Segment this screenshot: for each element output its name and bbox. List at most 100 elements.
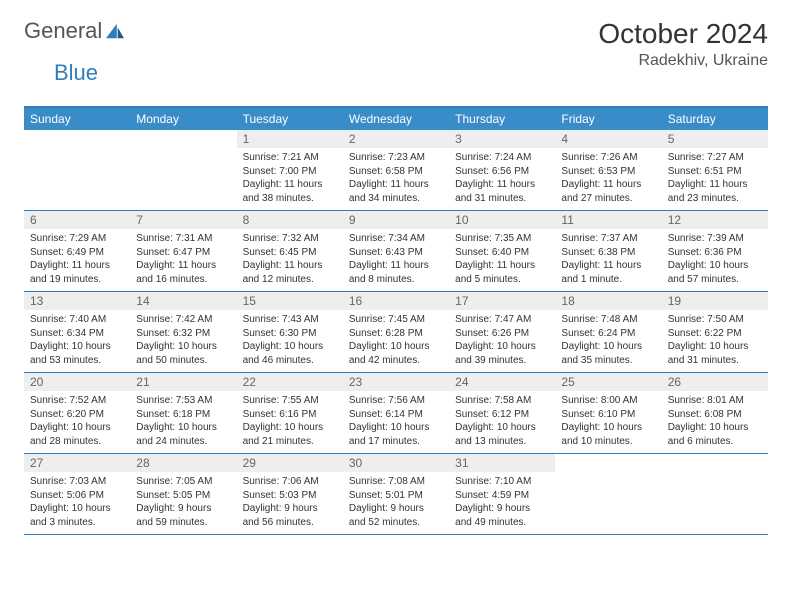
sunset-text: Sunset: 6:49 PM — [30, 246, 124, 260]
day-cell: 23Sunrise: 7:56 AMSunset: 6:14 PMDayligh… — [343, 373, 449, 453]
day-info: Sunrise: 7:43 AMSunset: 6:30 PMDaylight:… — [237, 310, 343, 370]
sunset-text: Sunset: 6:40 PM — [455, 246, 549, 260]
sunset-text: Sunset: 6:20 PM — [30, 408, 124, 422]
day-header-cell: Monday — [130, 108, 236, 130]
day-cell — [24, 130, 130, 210]
day-cell: 15Sunrise: 7:43 AMSunset: 6:30 PMDayligh… — [237, 292, 343, 372]
day-cell: 8Sunrise: 7:32 AMSunset: 6:45 PMDaylight… — [237, 211, 343, 291]
day-cell: 20Sunrise: 7:52 AMSunset: 6:20 PMDayligh… — [24, 373, 130, 453]
daylight-text: Daylight: 10 hours and 50 minutes. — [136, 340, 230, 367]
day-number: 8 — [237, 211, 343, 229]
sunset-text: Sunset: 5:05 PM — [136, 489, 230, 503]
daylight-text: Daylight: 11 hours and 8 minutes. — [349, 259, 443, 286]
day-header-cell: Thursday — [449, 108, 555, 130]
sunset-text: Sunset: 6:22 PM — [668, 327, 762, 341]
sunset-text: Sunset: 5:03 PM — [243, 489, 337, 503]
sunset-text: Sunset: 6:24 PM — [561, 327, 655, 341]
daylight-text: Daylight: 10 hours and 13 minutes. — [455, 421, 549, 448]
day-number: 29 — [237, 454, 343, 472]
day-cell: 24Sunrise: 7:58 AMSunset: 6:12 PMDayligh… — [449, 373, 555, 453]
sunrise-text: Sunrise: 7:34 AM — [349, 232, 443, 246]
sunrise-text: Sunrise: 7:43 AM — [243, 313, 337, 327]
day-number: 14 — [130, 292, 236, 310]
day-number: 13 — [24, 292, 130, 310]
sunrise-text: Sunrise: 7:52 AM — [30, 394, 124, 408]
logo-text-1: General — [24, 18, 102, 44]
sunrise-text: Sunrise: 7:47 AM — [455, 313, 549, 327]
sunset-text: Sunset: 6:34 PM — [30, 327, 124, 341]
daylight-text: Daylight: 9 hours and 49 minutes. — [455, 502, 549, 529]
day-number: 10 — [449, 211, 555, 229]
day-info: Sunrise: 7:53 AMSunset: 6:18 PMDaylight:… — [130, 391, 236, 451]
daylight-text: Daylight: 10 hours and 53 minutes. — [30, 340, 124, 367]
sunrise-text: Sunrise: 7:06 AM — [243, 475, 337, 489]
day-number: 17 — [449, 292, 555, 310]
day-number: 23 — [343, 373, 449, 391]
sunrise-text: Sunrise: 7:21 AM — [243, 151, 337, 165]
sunset-text: Sunset: 6:32 PM — [136, 327, 230, 341]
daylight-text: Daylight: 11 hours and 16 minutes. — [136, 259, 230, 286]
day-cell: 19Sunrise: 7:50 AMSunset: 6:22 PMDayligh… — [662, 292, 768, 372]
sunset-text: Sunset: 7:00 PM — [243, 165, 337, 179]
week-row: 20Sunrise: 7:52 AMSunset: 6:20 PMDayligh… — [24, 373, 768, 454]
day-info: Sunrise: 7:32 AMSunset: 6:45 PMDaylight:… — [237, 229, 343, 289]
day-cell: 26Sunrise: 8:01 AMSunset: 6:08 PMDayligh… — [662, 373, 768, 453]
sunset-text: Sunset: 6:43 PM — [349, 246, 443, 260]
day-info: Sunrise: 7:48 AMSunset: 6:24 PMDaylight:… — [555, 310, 661, 370]
daylight-text: Daylight: 10 hours and 21 minutes. — [243, 421, 337, 448]
sunrise-text: Sunrise: 7:53 AM — [136, 394, 230, 408]
day-number: 25 — [555, 373, 661, 391]
day-number: 15 — [237, 292, 343, 310]
day-cell: 16Sunrise: 7:45 AMSunset: 6:28 PMDayligh… — [343, 292, 449, 372]
day-cell: 22Sunrise: 7:55 AMSunset: 6:16 PMDayligh… — [237, 373, 343, 453]
calendar: SundayMondayTuesdayWednesdayThursdayFrid… — [24, 106, 768, 535]
sunrise-text: Sunrise: 7:27 AM — [668, 151, 762, 165]
day-number: 11 — [555, 211, 661, 229]
sunrise-text: Sunrise: 7:37 AM — [561, 232, 655, 246]
sunset-text: Sunset: 6:56 PM — [455, 165, 549, 179]
sunset-text: Sunset: 6:18 PM — [136, 408, 230, 422]
sail-icon — [104, 22, 126, 40]
day-info: Sunrise: 7:35 AMSunset: 6:40 PMDaylight:… — [449, 229, 555, 289]
weeks-container: 1Sunrise: 7:21 AMSunset: 7:00 PMDaylight… — [24, 130, 768, 535]
day-info: Sunrise: 7:58 AMSunset: 6:12 PMDaylight:… — [449, 391, 555, 451]
sunset-text: Sunset: 4:59 PM — [455, 489, 549, 503]
daylight-text: Daylight: 10 hours and 3 minutes. — [30, 502, 124, 529]
day-info: Sunrise: 7:27 AMSunset: 6:51 PMDaylight:… — [662, 148, 768, 208]
day-info: Sunrise: 7:50 AMSunset: 6:22 PMDaylight:… — [662, 310, 768, 370]
day-number: 5 — [662, 130, 768, 148]
daylight-text: Daylight: 11 hours and 27 minutes. — [561, 178, 655, 205]
week-row: 27Sunrise: 7:03 AMSunset: 5:06 PMDayligh… — [24, 454, 768, 535]
day-header-row: SundayMondayTuesdayWednesdayThursdayFrid… — [24, 108, 768, 130]
day-info: Sunrise: 7:31 AMSunset: 6:47 PMDaylight:… — [130, 229, 236, 289]
sunrise-text: Sunrise: 7:29 AM — [30, 232, 124, 246]
sunset-text: Sunset: 6:10 PM — [561, 408, 655, 422]
sunset-text: Sunset: 6:14 PM — [349, 408, 443, 422]
day-cell: 10Sunrise: 7:35 AMSunset: 6:40 PMDayligh… — [449, 211, 555, 291]
day-header-cell: Tuesday — [237, 108, 343, 130]
sunset-text: Sunset: 5:06 PM — [30, 489, 124, 503]
day-cell: 31Sunrise: 7:10 AMSunset: 4:59 PMDayligh… — [449, 454, 555, 534]
week-row: 1Sunrise: 7:21 AMSunset: 7:00 PMDaylight… — [24, 130, 768, 211]
day-info: Sunrise: 7:24 AMSunset: 6:56 PMDaylight:… — [449, 148, 555, 208]
sunset-text: Sunset: 6:28 PM — [349, 327, 443, 341]
sunrise-text: Sunrise: 7:31 AM — [136, 232, 230, 246]
day-cell: 18Sunrise: 7:48 AMSunset: 6:24 PMDayligh… — [555, 292, 661, 372]
sunrise-text: Sunrise: 7:05 AM — [136, 475, 230, 489]
sunrise-text: Sunrise: 7:56 AM — [349, 394, 443, 408]
sunrise-text: Sunrise: 7:58 AM — [455, 394, 549, 408]
daylight-text: Daylight: 11 hours and 5 minutes. — [455, 259, 549, 286]
sunrise-text: Sunrise: 7:39 AM — [668, 232, 762, 246]
day-number: 6 — [24, 211, 130, 229]
daylight-text: Daylight: 10 hours and 28 minutes. — [30, 421, 124, 448]
day-cell: 5Sunrise: 7:27 AMSunset: 6:51 PMDaylight… — [662, 130, 768, 210]
day-header-cell: Saturday — [662, 108, 768, 130]
sunset-text: Sunset: 6:12 PM — [455, 408, 549, 422]
day-cell: 9Sunrise: 7:34 AMSunset: 6:43 PMDaylight… — [343, 211, 449, 291]
day-number: 2 — [343, 130, 449, 148]
day-info: Sunrise: 7:06 AMSunset: 5:03 PMDaylight:… — [237, 472, 343, 532]
day-number: 21 — [130, 373, 236, 391]
daylight-text: Daylight: 10 hours and 6 minutes. — [668, 421, 762, 448]
day-number: 22 — [237, 373, 343, 391]
sunset-text: Sunset: 6:26 PM — [455, 327, 549, 341]
